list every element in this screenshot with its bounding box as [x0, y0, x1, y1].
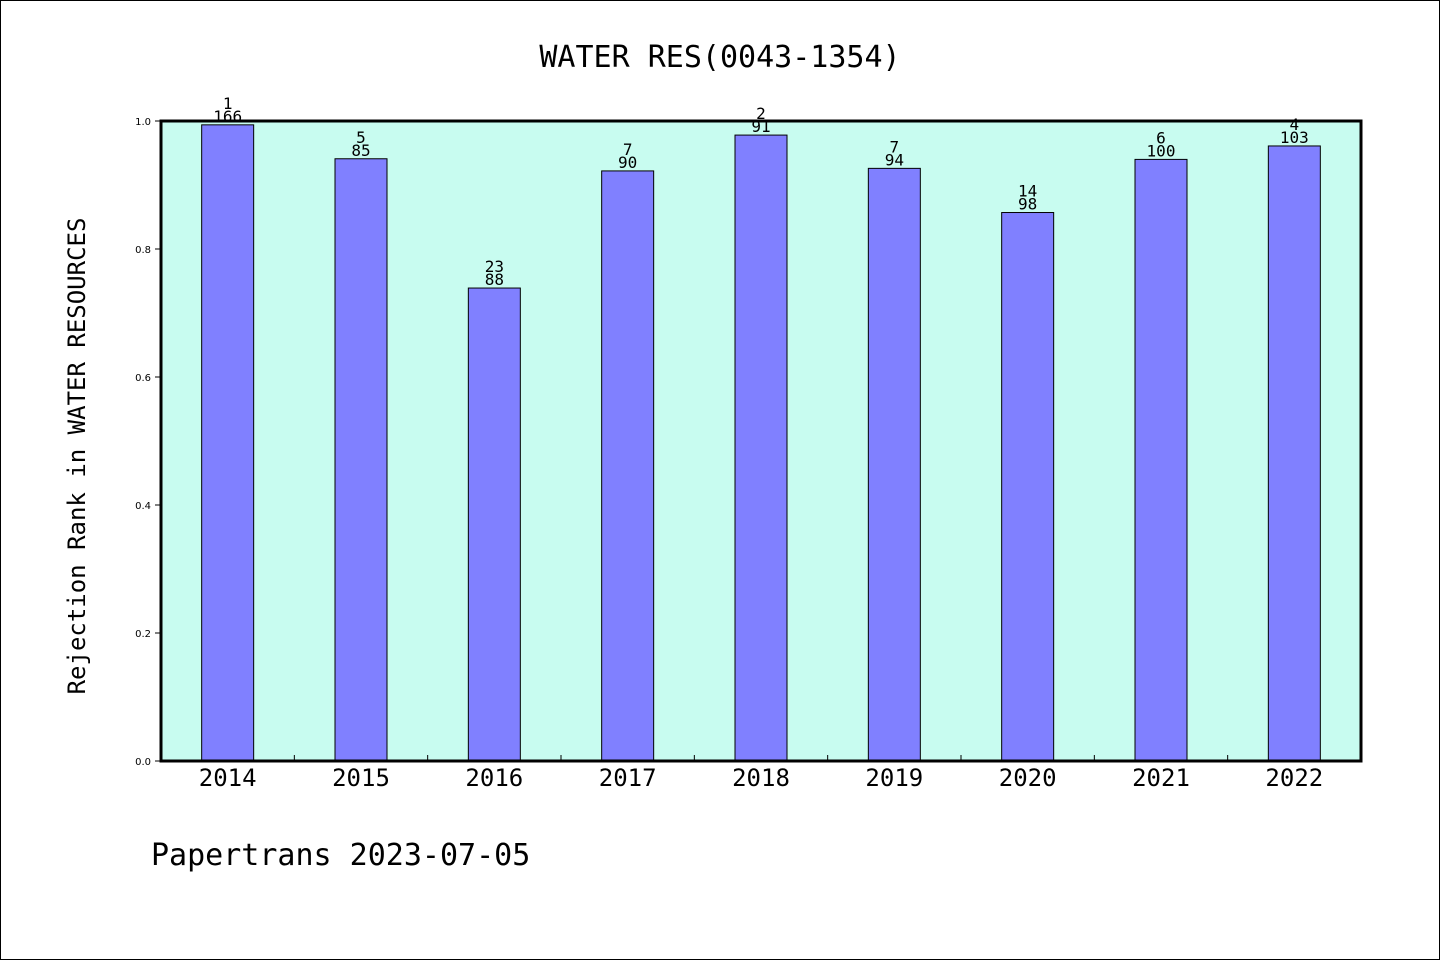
bar-label-rank: 7: [623, 140, 633, 159]
bar-label-rank: 23: [485, 257, 504, 276]
bar-label-count: 103: [1280, 128, 1309, 147]
chart-title: WATER RES(0043-1354): [539, 40, 900, 75]
bar-label-rank: 7: [890, 137, 900, 156]
footer-text: Papertrans 2023-07-05: [151, 838, 530, 873]
bar-label-count: 85: [351, 141, 370, 160]
x-tick-label: 2019: [865, 764, 923, 792]
bars-layer: [201, 124, 1321, 762]
bar-label-count: 90: [618, 153, 637, 172]
y-axis: 0.0 0.2 0.4 0.6 0.8 1.0: [135, 117, 161, 768]
y-tick-label: 0.6: [135, 373, 151, 384]
bar-label-rank: 2: [756, 104, 766, 123]
bar-label-rank: 5: [356, 128, 366, 147]
y-tick-label: 0.8: [135, 245, 151, 256]
bar-label-count: 100: [1147, 141, 1176, 160]
y-tick-label: 0.0: [135, 757, 151, 768]
y-tick-label: 0.4: [135, 501, 151, 512]
x-tick-label: 2020: [999, 764, 1057, 792]
bar-label-count: 166: [213, 107, 242, 126]
bar-label-count: 88: [485, 270, 504, 289]
bar-label-count: 98: [1018, 195, 1037, 214]
bar-2018: [734, 134, 788, 762]
bar-label-count: 94: [885, 150, 904, 169]
y-tick-label: 0.2: [135, 629, 151, 640]
bar-2021: [1134, 158, 1188, 762]
bar-label-rank: 6: [1156, 128, 1166, 147]
x-tick-label: 2021: [1132, 764, 1190, 792]
bar-2020: [1001, 212, 1055, 762]
bar-2017: [601, 170, 655, 762]
plot-frame: [159, 119, 1363, 763]
x-tick-label: 2017: [599, 764, 657, 792]
bar-2019: [867, 167, 921, 762]
x-tick-label: 2015: [332, 764, 390, 792]
y-axis-title: Rejection Rank in WATER RESOURCES: [63, 218, 91, 695]
bar-2016: [467, 287, 521, 762]
bar-label-rank: 1: [223, 94, 233, 113]
x-tick-label: 2018: [732, 764, 790, 792]
x-axis: 2014 2015 2016 2017 2018 2019 2020 2021 2022: [199, 755, 1323, 792]
bar-label-rank: 4: [1290, 115, 1300, 134]
bar-2015: [334, 158, 388, 762]
bar-2014: [201, 124, 255, 762]
y-tick-label: 1.0: [135, 117, 151, 128]
x-tick-label: 2022: [1265, 764, 1323, 792]
bar-2022: [1267, 145, 1321, 762]
bar-label-rank: 14: [1018, 182, 1037, 201]
x-tick-label: 2016: [465, 764, 523, 792]
x-tick-label: 2014: [199, 764, 257, 792]
